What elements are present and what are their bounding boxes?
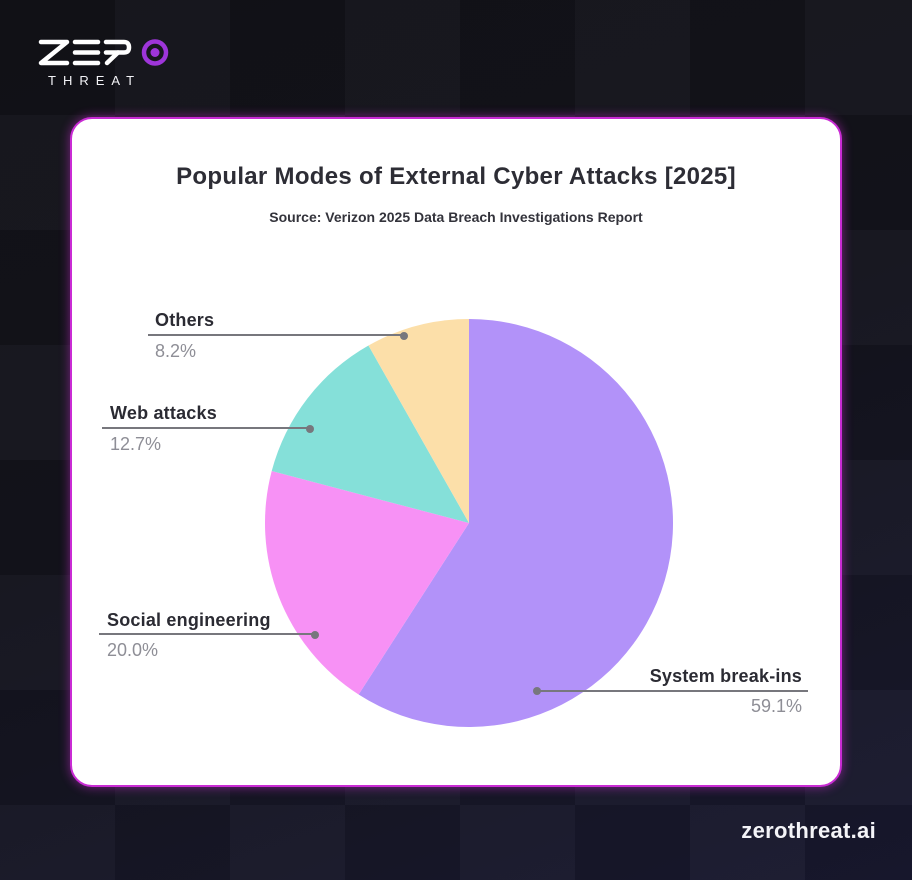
callout-label-system-break-ins: System break-ins xyxy=(649,666,802,686)
zerothreat-logo: THREAT xyxy=(38,38,178,88)
leader-line-system-break-ins xyxy=(537,690,808,692)
pie-slice-others xyxy=(368,318,469,523)
leader-line-social-engineering xyxy=(99,633,313,635)
site-url: zerothreat.ai xyxy=(741,818,876,843)
chart-title: Popular Modes of External Cyber Attacks … xyxy=(176,163,736,190)
callout-label-others: Others xyxy=(155,310,215,330)
callout-pct-others: 8.2% xyxy=(155,341,197,361)
leader-dot-others xyxy=(400,332,408,340)
logo-subtext: THREAT xyxy=(48,73,142,88)
pie-chart xyxy=(264,318,674,728)
pie-slice-web-attacks xyxy=(271,345,469,523)
callout-label-social-engineering: Social engineering xyxy=(107,610,271,630)
leader-line-others xyxy=(148,334,404,336)
logo-dot-icon xyxy=(150,48,160,57)
chart-card: Popular Modes of External Cyber Attacks … xyxy=(70,117,842,787)
leader-dot-social-engineering xyxy=(311,631,319,639)
chart-source: Source: Verizon 2025 Data Breach Investi… xyxy=(269,209,643,225)
leader-dot-system-break-ins xyxy=(533,687,541,695)
callout-pct-social-engineering: 20.0% xyxy=(107,640,159,660)
leader-dot-web-attacks xyxy=(306,425,314,433)
logo-ring-icon xyxy=(141,39,169,66)
pie-slice-system-break-ins xyxy=(358,318,674,728)
zero-wordmark-icon xyxy=(38,39,169,66)
callout-pct-web-attacks: 12.7% xyxy=(110,434,162,454)
callout-pct-system-break-ins: 59.1% xyxy=(750,696,802,716)
leader-line-web-attacks xyxy=(102,427,310,429)
callout-label-web-attacks: Web attacks xyxy=(110,403,217,423)
